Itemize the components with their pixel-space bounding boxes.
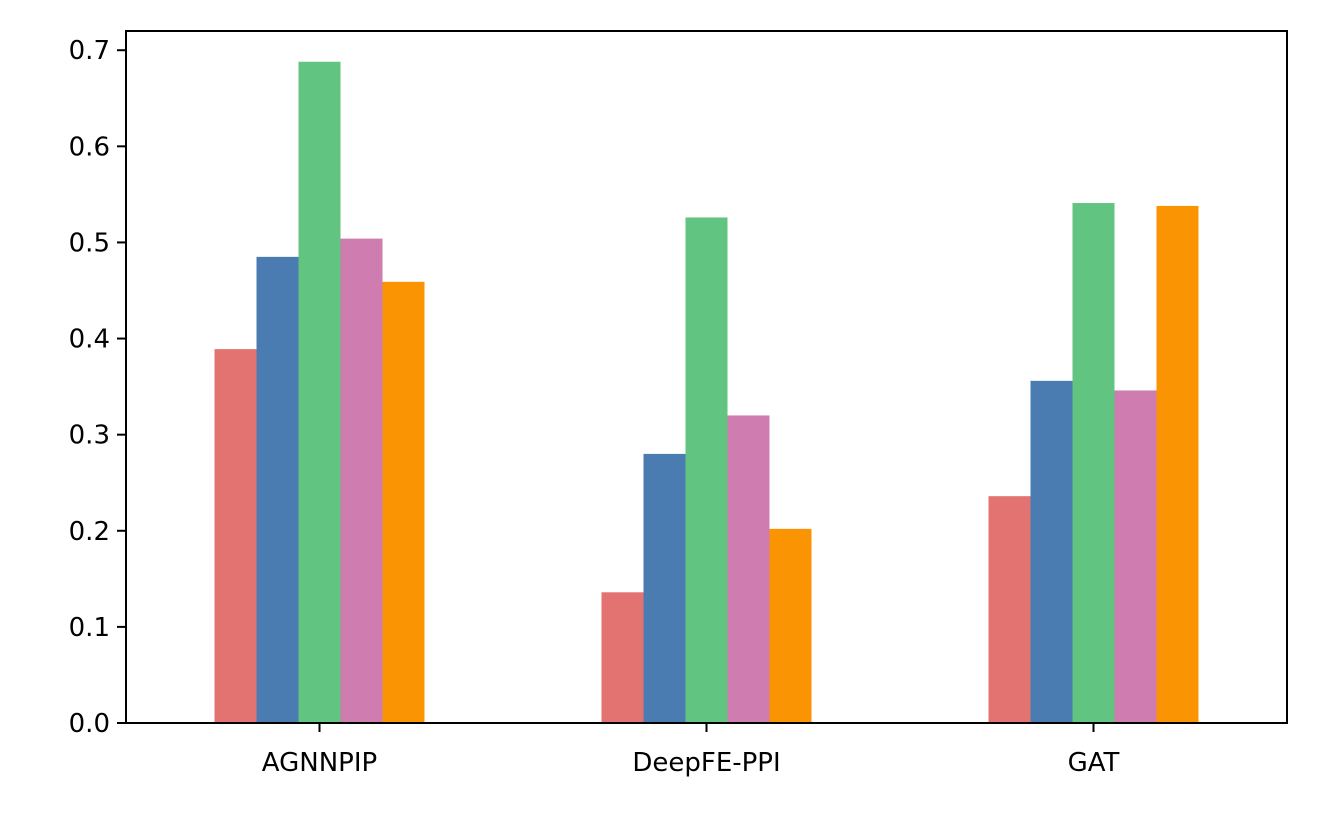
bar-agnnpip-4 [340,238,383,723]
bar-deepfe-ppi-4 [727,415,770,723]
bar-gat-5 [1156,205,1199,723]
y-tick-label: 0.6 [69,132,110,162]
x-tick-label: GAT [1068,748,1120,778]
x-axis: AGNNPIP DeepFE-PPI GAT [262,723,1120,778]
bar-deepfe-ppi-2 [643,453,686,723]
bar-agnnpip-5 [382,281,425,723]
bar-gat-1 [988,496,1031,723]
x-tick-label: DeepFE-PPI [632,748,780,778]
y-tick-label: 0.7 [69,36,110,66]
bars-group [214,61,1199,724]
bar-agnnpip-1 [214,349,257,723]
bar-gat-3 [1072,203,1115,724]
x-tick-label: AGNNPIP [262,748,377,778]
bar-gat-4 [1114,390,1157,723]
y-tick-label: 0.3 [69,421,110,451]
y-tick-label: 0.1 [69,613,110,643]
y-axis: 0.0 0.1 0.2 0.3 0.4 0.5 0.6 0.7 [69,36,126,739]
y-tick-label: 0.5 [69,228,110,258]
y-tick-label: 0.4 [69,325,110,355]
bar-deepfe-ppi-5 [769,528,812,723]
y-tick-label: 0.0 [69,709,110,739]
bar-deepfe-ppi-3 [685,217,728,723]
y-tick-label: 0.2 [69,517,110,547]
bar-agnnpip-2 [256,256,299,723]
bar-gat-2 [1030,380,1073,723]
bar-deepfe-ppi-1 [601,592,644,723]
plot-frame [125,30,1288,724]
bar-agnnpip-3 [298,61,341,723]
